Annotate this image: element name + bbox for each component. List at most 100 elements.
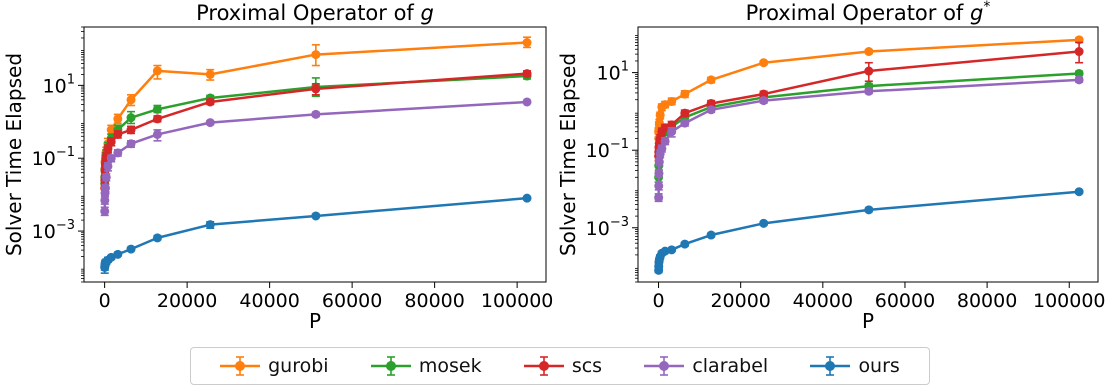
data-point [103,161,113,171]
series-mosek [654,68,1084,183]
data-point [660,136,670,146]
data-point [864,47,874,57]
data-point [706,75,716,85]
chart-title: Proximal Operator of g* [746,0,991,25]
y-axis-label: Solver Time Elapsed [2,53,26,256]
data-point [126,95,136,105]
data-point [667,245,677,255]
legend-marker-scs [523,356,564,376]
x-tick-label: 60000 [875,290,935,312]
data-point [103,144,113,154]
x-tick-label: 100000 [481,290,554,312]
x-tick-label: 0 [99,290,111,312]
chart-right: 10−3 10−1 101 0 20000 40000 60000 80000 100000 Pr… [556,0,1105,333]
data-point [126,125,136,135]
data-point [706,105,716,115]
legend-label-mosek: mosek [418,355,482,377]
data-point [152,114,162,124]
legend-item-scs: scs [523,355,603,377]
x-tick-label: 100000 [1033,290,1105,312]
x-axis-label: P [309,309,321,333]
legend-marker-mosek [370,356,411,376]
legend-item-ours: ours [810,355,900,377]
data-point [522,97,532,107]
series-line-clarabel [657,78,1080,198]
data-point [311,84,321,94]
chart-title: Proximal Operator of g [196,1,434,25]
data-point [100,195,110,205]
x-tick-label: 20000 [157,290,217,312]
data-point [152,129,162,139]
y-tick-label: 10−3 [586,215,629,240]
y-tick-label: 10−3 [32,218,75,243]
legend-label-clarabel: clarabel [692,355,769,377]
legend: gurobi mosek scs clarabel [190,347,930,385]
y-tick-label: 10−1 [586,137,629,162]
data-point [106,153,116,163]
data-point [152,104,162,114]
series-clarabel [100,97,532,217]
data-point [864,86,874,96]
data-point [680,239,690,249]
data-point [522,69,532,79]
data-point [113,249,123,259]
data-point [205,220,215,230]
data-point [100,206,110,216]
legend-label-scs: scs [571,355,603,377]
data-point [311,109,321,119]
data-point [759,96,769,106]
data-point [311,50,321,60]
data-point [864,66,874,76]
x-tick-label: 60000 [322,290,382,312]
x-tick-label: 80000 [957,290,1017,312]
legend-label-ours: ours [858,355,900,377]
data-point [205,118,215,128]
series-line-ours [103,196,528,268]
data-point [1074,47,1084,57]
x-tick-label: 20000 [710,290,770,312]
data-point [106,125,116,135]
data-point [667,127,677,137]
x-tick-label: 80000 [404,290,464,312]
data-point [113,114,123,124]
legend-marker-ours [810,356,851,376]
data-point [655,110,665,120]
legend-item-mosek: mosek [370,355,482,377]
legend-item-gurobi: gurobi [220,355,329,377]
legend-item-clarabel: clarabel [644,355,768,377]
data-point [706,98,716,108]
x-tick-label: 0 [652,290,664,312]
data-point [654,181,664,191]
data-point [680,89,690,99]
data-point [126,113,136,123]
data-point [126,244,136,254]
plot-area [654,35,1084,275]
legend-marker-gurobi [220,356,261,376]
series-clarabel [654,75,1084,203]
data-point [1074,75,1084,85]
legend-label-gurobi: gurobi [268,355,329,377]
data-point [1074,187,1084,197]
y-tick-label: 101 [597,60,629,85]
series-scs [654,41,1084,162]
series-scs [100,69,532,194]
data-point [126,139,136,149]
data-point [113,129,123,139]
data-point [667,97,677,107]
data-point [680,108,690,118]
data-point [522,193,532,203]
plot-area [100,36,532,274]
x-tick-label: 40000 [239,290,299,312]
data-point [205,97,215,107]
data-point [654,193,664,203]
data-point [654,157,664,167]
series-line-ours [657,190,1080,271]
data-point [759,58,769,68]
data-point [706,230,716,240]
data-point [205,69,215,79]
series-ours [654,187,1084,275]
chart-left: 10−3 10−1 101 0 20000 40000 60000 80000 100000 Pr… [2,1,553,333]
data-point [864,205,874,215]
data-point [1074,68,1084,78]
axes-frame [83,26,547,283]
